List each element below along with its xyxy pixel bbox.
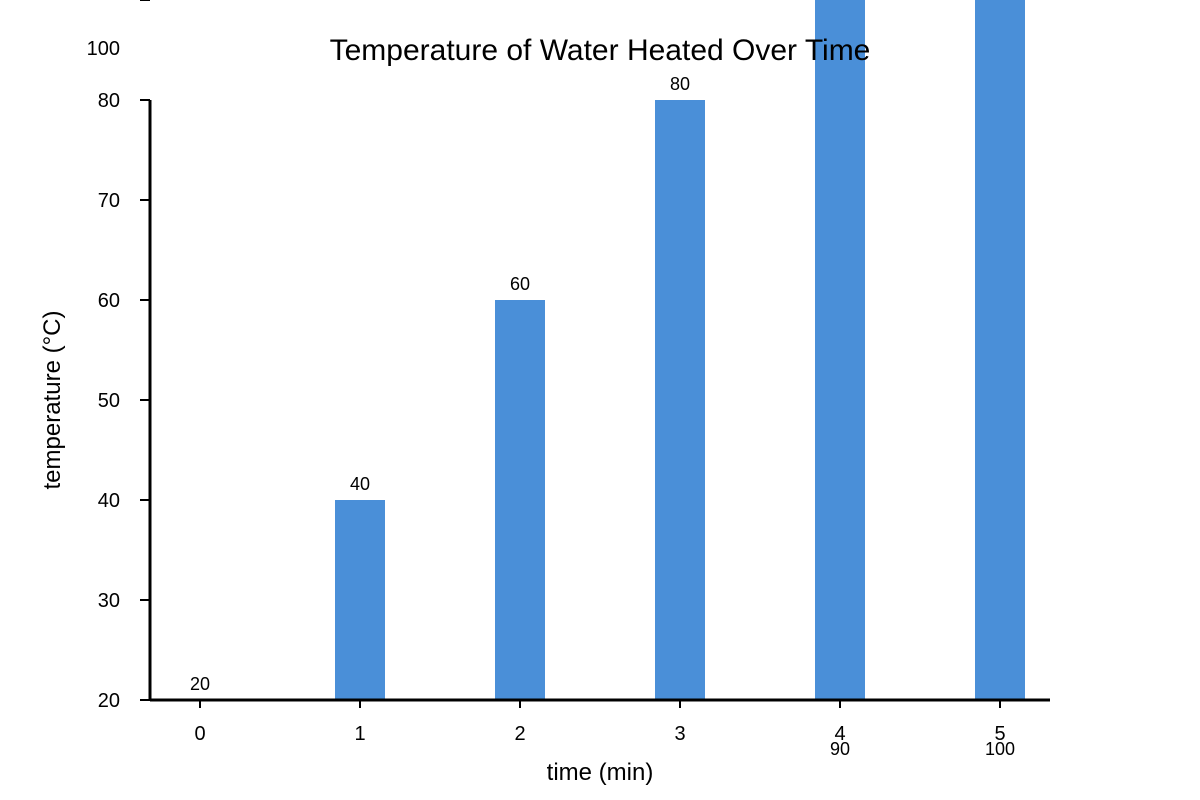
y-tick-label: 80	[98, 90, 120, 112]
x-axis-label: time (min)	[547, 759, 654, 786]
x-tick-label: 5	[994, 723, 1005, 745]
y-tick-label: 40	[98, 490, 120, 512]
data-label: 90	[830, 739, 850, 759]
x-tick-label: 4	[834, 723, 845, 745]
chart-title: Temperature of Water Heated Over Time	[330, 34, 871, 67]
y-tick-label: 50	[98, 390, 120, 412]
y-tick-label: 70	[98, 190, 120, 212]
bar	[815, 0, 865, 700]
bar	[655, 100, 705, 700]
x-tick-label: 2	[514, 723, 525, 745]
bar	[495, 300, 545, 700]
ticks-layer: 20 30 40 50 60 70 80 100 0 1 2 3 4 5	[87, 0, 1006, 745]
x-tick-label: 0	[194, 723, 205, 745]
y-axis-label: temperature (°C)	[39, 311, 66, 490]
x-tick-label: 1	[354, 723, 365, 745]
y-tick-label: 30	[98, 590, 120, 612]
data-label: 80	[670, 74, 690, 94]
data-label: 40	[350, 474, 370, 494]
bars-layer	[335, 0, 1025, 700]
y-tick-label: 20	[98, 690, 120, 712]
data-label: 60	[510, 274, 530, 294]
bar	[335, 500, 385, 700]
data-label: 100	[985, 739, 1015, 759]
y-tick-label: 60	[98, 290, 120, 312]
data-label: 20	[190, 674, 210, 694]
x-tick-label: 3	[674, 723, 685, 745]
y-tick-label: 100	[87, 38, 120, 60]
bar	[975, 0, 1025, 700]
